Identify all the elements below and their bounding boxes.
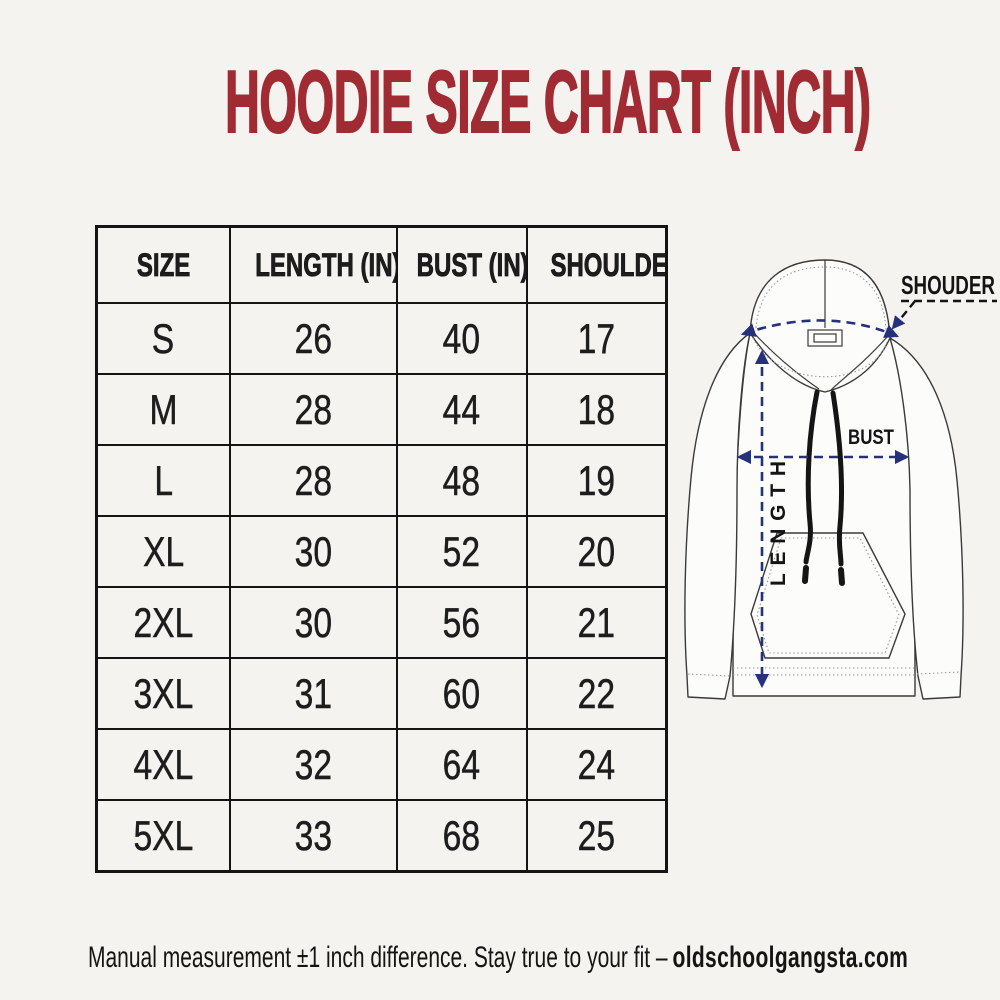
bust-label: BUST (848, 426, 894, 449)
table-cell: 56 (395, 586, 528, 659)
table-cell: L (95, 444, 231, 517)
table-cell: 52 (395, 515, 528, 588)
measure-arrows (736, 319, 910, 689)
table-header-cell: LENGTH (IN) (228, 225, 398, 304)
table-header-cell: SIZE (95, 225, 231, 304)
table-row: 5XL 33 68 25 (95, 799, 668, 873)
table-cell: S (95, 302, 231, 375)
table-cell: 30 (228, 515, 398, 588)
table-row: 4XL 32 64 24 (95, 728, 668, 801)
table-cell: 33 (228, 799, 398, 873)
table-row: 3XL 31 60 22 (95, 657, 668, 730)
table-cell: 24 (525, 728, 668, 801)
table-cell: 20 (525, 515, 668, 588)
table-cell: 28 (228, 444, 398, 517)
table-cell: 3XL (95, 657, 231, 730)
table-cell: 18 (525, 373, 668, 446)
table-cell: 2XL (95, 586, 231, 659)
table-cell: 32 (228, 728, 398, 801)
table-cell: 4XL (95, 728, 231, 801)
table-cell: 25 (525, 799, 668, 873)
table-cell: 40 (395, 302, 528, 375)
table-cell: 60 (395, 657, 528, 730)
table-cell: 19 (525, 444, 668, 517)
shoulder-label: SHOUDER (901, 270, 995, 300)
table-cell: 64 (395, 728, 528, 801)
table-header-cell: BUST (IN) (395, 225, 528, 304)
table-cell: XL (95, 515, 231, 588)
table-cell: 28 (228, 373, 398, 446)
table-cell: 31 (228, 657, 398, 730)
table-cell: 44 (395, 373, 528, 446)
footer-note: Manual measurement ±1 inch difference. S… (88, 941, 908, 975)
table-row: L 28 48 19 (95, 444, 668, 517)
table-row: M 28 44 18 (95, 373, 668, 446)
shoulder-callout (891, 299, 997, 330)
hoodie-diagram: SHOUDER BUST LENGTH (684, 259, 997, 700)
table-cell: 48 (395, 444, 528, 517)
table-cell: 22 (525, 657, 668, 730)
table-cell: 26 (228, 302, 398, 375)
table-cell: 21 (525, 586, 668, 659)
shoulder-leader-arrow (891, 300, 916, 330)
table-header-cell: SHOULDER (525, 225, 668, 304)
table-cell: 17 (525, 302, 668, 375)
measurement-note: Manual measurement ±1 inch difference. S… (88, 941, 668, 974)
table-body: S 26 40 17 M 28 44 18 L 28 48 19 XL 30 52 20 2XL 30 56 21 3X… (95, 302, 668, 873)
table-cell: M (95, 373, 231, 446)
shoulder-arrow (740, 319, 899, 338)
kangaroo-pocket (750, 532, 906, 659)
table-row: 2XL 30 56 21 (95, 586, 668, 659)
table-cell: 68 (395, 799, 528, 873)
page-title: HOODIE SIZE CHART (INCH) (224, 52, 871, 151)
brand-name: oldschoolgangsta.com (672, 941, 909, 974)
table-cell: 30 (228, 586, 398, 659)
table-row: S 26 40 17 (95, 302, 668, 375)
hoodie-outline (684, 259, 964, 700)
drawstrings (802, 389, 845, 586)
table-row: XL 30 52 20 (95, 515, 668, 588)
table-cell: 5XL (95, 799, 231, 873)
